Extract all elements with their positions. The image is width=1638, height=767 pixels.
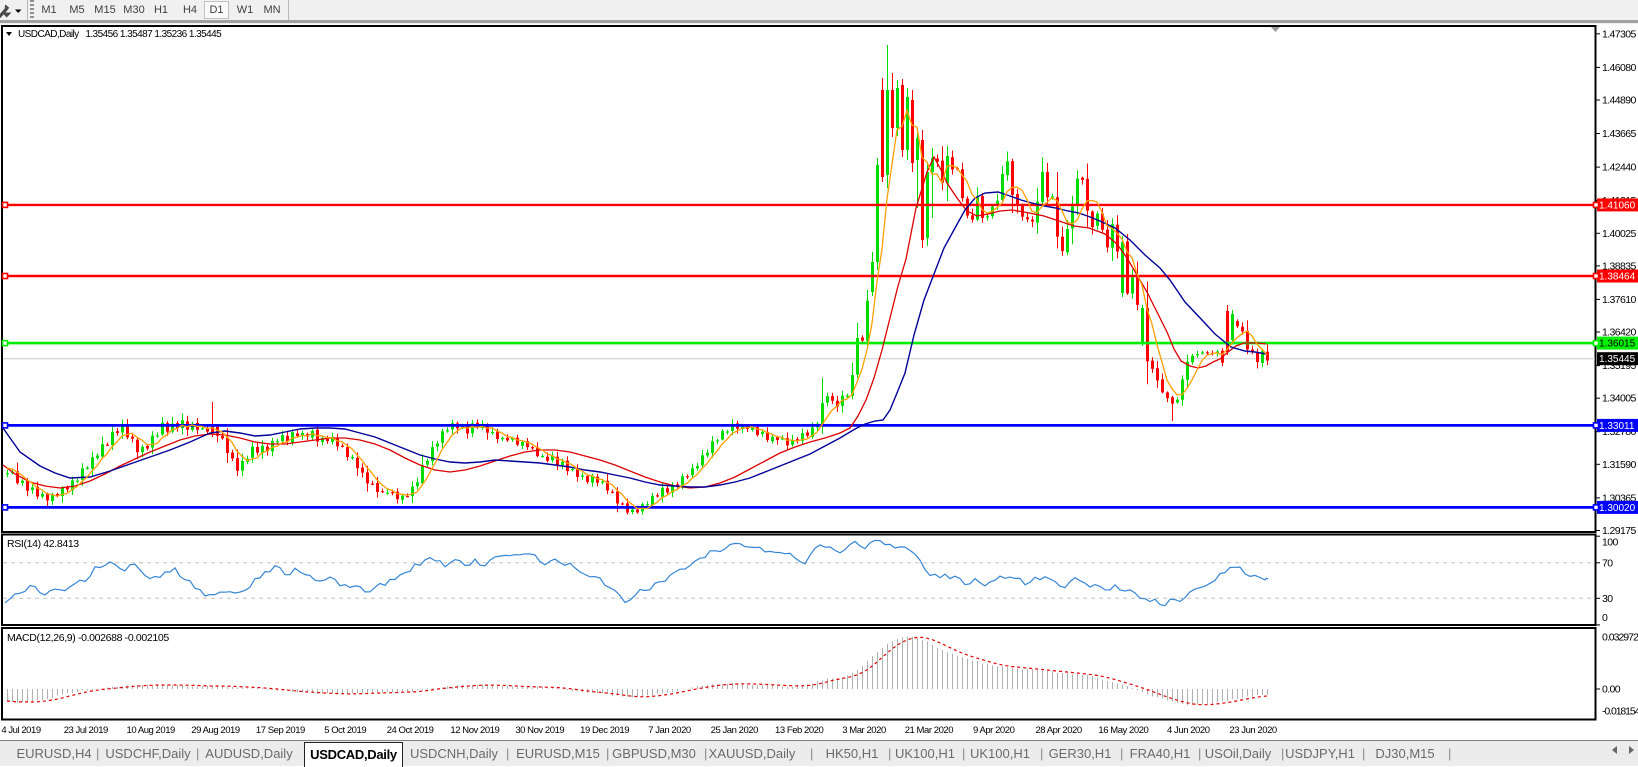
svg-text:17 Sep 2019: 17 Sep 2019 <box>256 725 305 736</box>
svg-text:16 May 2020: 16 May 2020 <box>1098 725 1148 736</box>
svg-text:23 Jul 2019: 23 Jul 2019 <box>64 725 108 736</box>
svg-text:1.36015: 1.36015 <box>1599 339 1636 350</box>
svg-text:7 Jan 2020: 7 Jan 2020 <box>648 725 691 736</box>
svg-text:1.33011: 1.33011 <box>1599 421 1635 432</box>
svg-text:0.00: 0.00 <box>1602 684 1621 696</box>
svg-text:1.34005: 1.34005 <box>1602 393 1637 405</box>
svg-text:MACD(12,26,9) -0.002688 -0.002: MACD(12,26,9) -0.002688 -0.002105 <box>7 632 169 644</box>
svg-text:28 Apr 2020: 28 Apr 2020 <box>1035 725 1081 736</box>
svg-text:100: 100 <box>1602 537 1618 549</box>
svg-text:1.38835: 1.38835 <box>1602 260 1637 272</box>
svg-text:1.31590: 1.31590 <box>1602 459 1637 471</box>
svg-text:70: 70 <box>1602 557 1613 569</box>
svg-text:1.36420: 1.36420 <box>1602 327 1637 339</box>
svg-text:13 Feb 2020: 13 Feb 2020 <box>775 725 824 736</box>
svg-text:1.44890: 1.44890 <box>1602 95 1637 107</box>
svg-text:1.42440: 1.42440 <box>1602 162 1637 174</box>
svg-text:1.37610: 1.37610 <box>1602 294 1637 306</box>
svg-text:23 Jun 2020: 23 Jun 2020 <box>1229 725 1277 736</box>
svg-text:1.47305: 1.47305 <box>1602 28 1637 40</box>
svg-text:1.29175: 1.29175 <box>1602 525 1637 537</box>
svg-text:RSI(14) 42.8413: RSI(14) 42.8413 <box>7 538 79 550</box>
svg-text:1.43665: 1.43665 <box>1602 128 1637 140</box>
svg-text:19 Dec 2019: 19 Dec 2019 <box>580 725 629 736</box>
svg-text:0: 0 <box>1602 612 1608 624</box>
svg-text:25 Jan 2020: 25 Jan 2020 <box>711 725 759 736</box>
svg-text:4 Jun 2020: 4 Jun 2020 <box>1167 725 1210 736</box>
svg-text:10 Aug 2019: 10 Aug 2019 <box>126 725 175 736</box>
svg-text:12 Nov 2019: 12 Nov 2019 <box>450 725 499 736</box>
svg-text:1.46080: 1.46080 <box>1602 62 1637 74</box>
svg-text:29 Aug 2019: 29 Aug 2019 <box>191 725 240 736</box>
svg-text:1.41060: 1.41060 <box>1599 200 1636 211</box>
svg-text:3 Mar 2020: 3 Mar 2020 <box>842 725 886 736</box>
svg-text:1.35445: 1.35445 <box>1599 354 1636 365</box>
svg-text:30 Nov 2019: 30 Nov 2019 <box>515 725 564 736</box>
svg-text:21 Mar 2020: 21 Mar 2020 <box>905 725 954 736</box>
svg-text:1.30020: 1.30020 <box>1599 503 1636 514</box>
svg-text:24 Oct 2019: 24 Oct 2019 <box>387 725 434 736</box>
svg-text:1.38464: 1.38464 <box>1599 272 1636 283</box>
svg-text:0.032972: 0.032972 <box>1602 632 1638 644</box>
svg-text:9 Apr 2020: 9 Apr 2020 <box>973 725 1015 736</box>
svg-text:4 Jul 2019: 4 Jul 2019 <box>1 725 41 736</box>
svg-text:30: 30 <box>1602 593 1613 605</box>
svg-text:5 Oct 2019: 5 Oct 2019 <box>324 725 366 736</box>
svg-text:1.40025: 1.40025 <box>1602 228 1637 240</box>
svg-text:-0.018154: -0.018154 <box>1602 706 1638 718</box>
